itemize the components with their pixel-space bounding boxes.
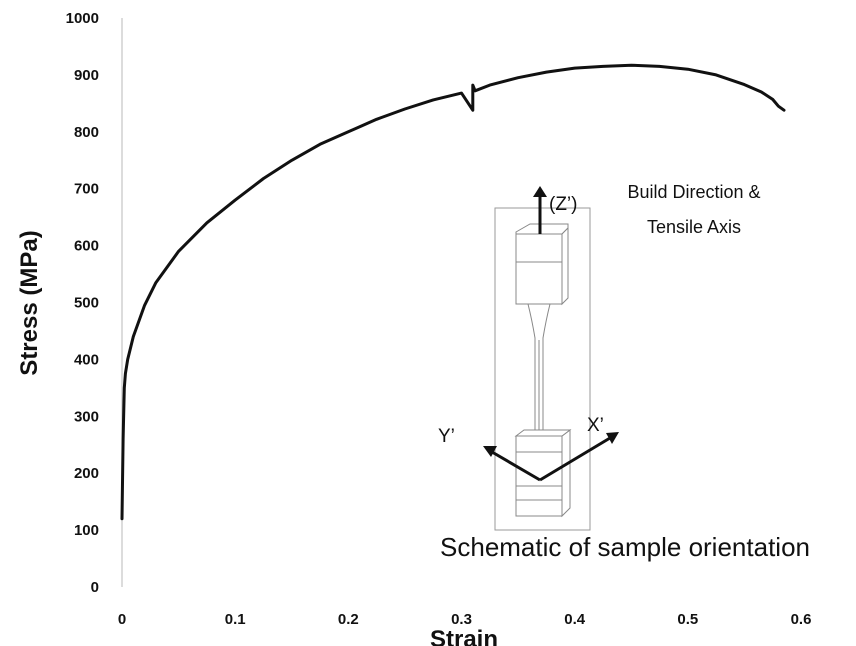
y-arrow (491, 450, 541, 482)
y-tick-label: 100 (74, 522, 99, 539)
x-tick-label: 0.5 (677, 611, 698, 628)
y-prime-label: Y’ (438, 426, 455, 447)
y-tick-label: 800 (74, 124, 99, 141)
y-arrowhead (483, 446, 497, 457)
x-tick-label: 0.4 (564, 611, 586, 628)
y-tick-label: 500 (74, 295, 99, 312)
x-arrowhead (606, 432, 619, 444)
y-tick-label: 0 (91, 579, 99, 596)
x-arrow (539, 436, 611, 482)
y-tick-label: 300 (74, 408, 99, 425)
y-axis-title: Stress (MPa) (16, 230, 43, 375)
schematic-caption: Schematic of sample orientation (440, 532, 810, 562)
y-tick-label: 600 (74, 238, 99, 255)
y-axis: 0 100 200 300 400 500 600 700 800 900 1000 (66, 10, 123, 596)
z-axis-label: (Z’) (549, 194, 577, 215)
x-tick-label: 0.6 (791, 611, 812, 628)
y-tick-label: 700 (74, 181, 99, 198)
x-prime-label: X’ (587, 415, 604, 436)
axis-arrows (483, 186, 619, 482)
build-direction-line1: Build Direction & (627, 182, 760, 202)
stress-strain-curve (120, 63, 786, 521)
x-tick-label: 0.2 (338, 611, 359, 628)
x-tick-label: 0.1 (225, 611, 246, 628)
y-tick-label: 1000 (66, 10, 99, 27)
build-direction-line2: Tensile Axis (647, 217, 741, 237)
z-arrowhead (533, 186, 547, 197)
y-tick-label: 900 (74, 67, 99, 84)
x-tick-label: 0 (118, 611, 126, 628)
x-axis: 0 0.1 0.2 0.3 0.4 0.5 0.6 (118, 611, 812, 628)
sample-schematic: (Z’) Build Direction & Tensile Axis Y’ X… (438, 182, 810, 562)
x-tick-label: 0.3 (451, 611, 472, 628)
y-tick-label: 400 (74, 351, 99, 368)
y-tick-label: 200 (74, 465, 99, 482)
x-axis-title: Strain (430, 626, 498, 646)
inset-frame (494, 207, 591, 531)
specimen-drawing (514, 223, 572, 518)
